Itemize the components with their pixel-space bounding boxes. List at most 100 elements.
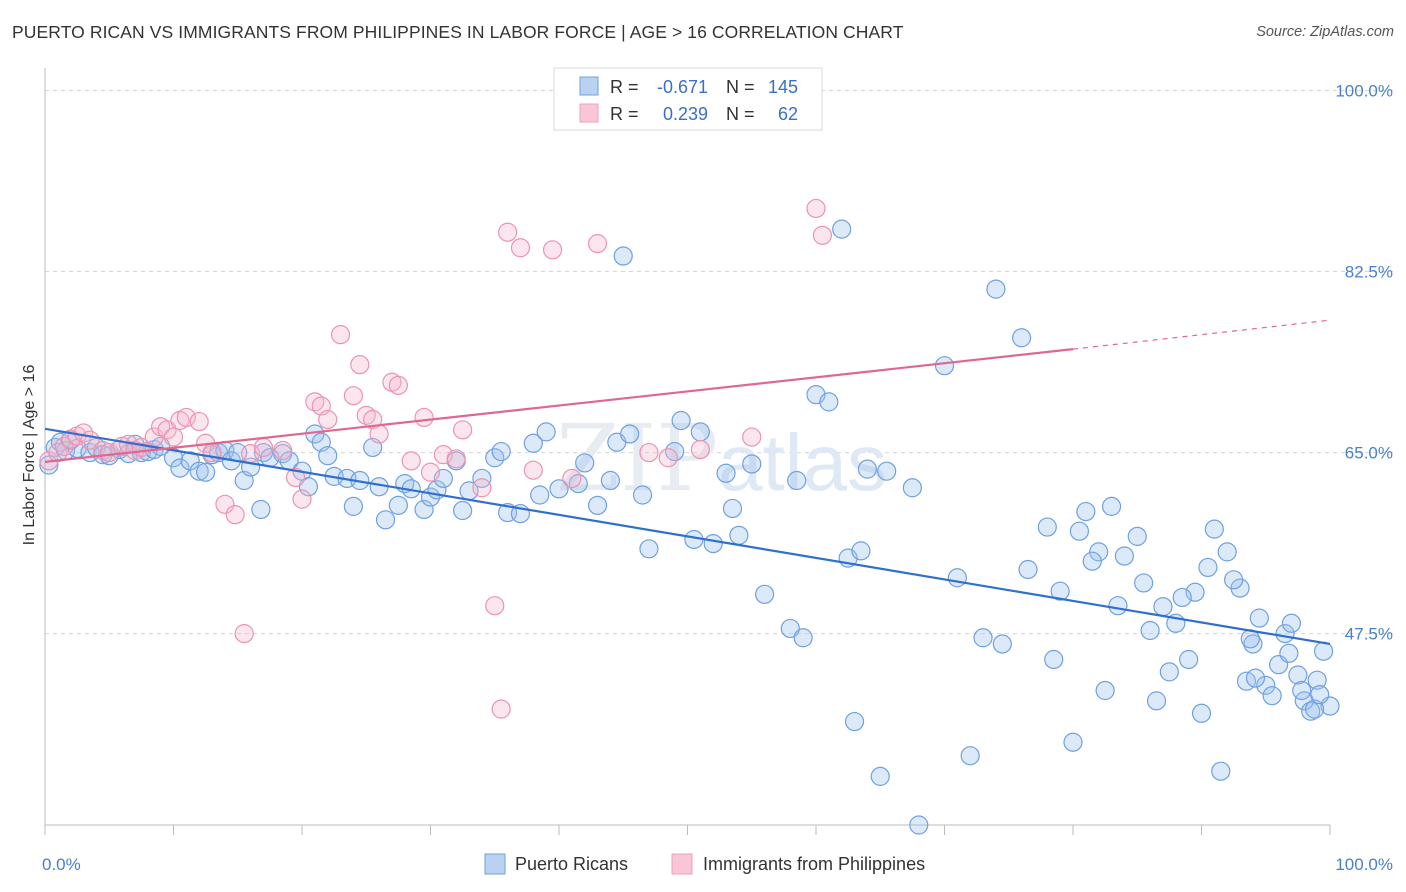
data-point — [690, 422, 710, 442]
bottom-legend-swatch-pink — [671, 853, 693, 875]
data-point — [620, 424, 640, 444]
data-point — [446, 449, 466, 469]
data-point — [1082, 551, 1102, 571]
data-point — [491, 699, 511, 719]
data-point — [639, 442, 659, 463]
legend-r-label-pink: R = — [610, 104, 639, 124]
data-point — [350, 355, 370, 375]
data-point — [1279, 643, 1299, 663]
data-point — [960, 746, 980, 766]
data-point — [196, 462, 216, 482]
data-point — [343, 386, 363, 406]
data-point — [215, 494, 235, 514]
data-point — [1185, 582, 1205, 602]
data-point — [1076, 501, 1096, 522]
data-point — [1018, 559, 1038, 580]
legend-r-value-blue: -0.671 — [657, 77, 708, 97]
data-point — [639, 539, 659, 559]
legend-n-value-blue: 145 — [768, 77, 798, 97]
data-point — [1011, 328, 1032, 348]
bottom-legend-label-blue: Puerto Ricans — [515, 854, 628, 874]
trend-line-philippines — [44, 348, 1074, 463]
data-point — [189, 461, 209, 481]
data-point — [170, 458, 190, 478]
data-point — [1262, 686, 1282, 706]
data-point — [1249, 608, 1269, 628]
data-point — [472, 478, 492, 498]
data-point — [1179, 649, 1199, 670]
legend-box: R = -0.671 N = 145 R = 0.239 N = 62 — [553, 67, 823, 131]
data-point — [1211, 761, 1231, 781]
data-point — [632, 485, 653, 505]
y-tick-label: 100.0% — [1335, 82, 1393, 101]
data-point — [491, 441, 511, 462]
data-point — [542, 240, 563, 260]
data-point — [234, 624, 254, 644]
data-point — [947, 568, 967, 588]
data-point — [420, 462, 441, 482]
data-point — [453, 500, 473, 521]
data-point — [433, 445, 453, 465]
data-point — [1153, 597, 1173, 617]
bottom-legend-swatch-blue — [484, 853, 506, 875]
legend-r-value-pink: 0.239 — [663, 104, 708, 124]
source-label: Source: ZipAtlas.com — [1256, 24, 1394, 40]
legend-n-value-pink: 62 — [778, 104, 798, 124]
data-point — [742, 454, 762, 474]
data-point — [285, 467, 306, 488]
data-point — [568, 474, 588, 494]
data-point — [54, 436, 74, 456]
data-point — [780, 618, 800, 639]
data-point — [523, 433, 543, 453]
data-point — [844, 711, 865, 732]
data-point — [787, 470, 807, 491]
chart-title: PUERTO RICAN VS IMMIGRANTS FROM PHILIPPI… — [12, 22, 904, 42]
data-point — [973, 628, 993, 648]
x-tick-label-left: 0.0% — [42, 855, 81, 874]
data-point — [1310, 685, 1330, 705]
data-point — [671, 410, 691, 431]
data-point — [1172, 587, 1192, 608]
legend-swatch-blue — [579, 76, 599, 96]
series-immigrants-philippines — [39, 198, 833, 719]
data-point — [369, 424, 389, 444]
data-point — [851, 541, 871, 561]
data-point — [1281, 613, 1302, 633]
data-point — [1050, 581, 1070, 601]
bottom-legend: Puerto Ricans Immigrants from Philippine… — [484, 853, 925, 875]
data-point — [1204, 519, 1224, 539]
data-point — [832, 219, 852, 239]
data-point — [1101, 496, 1122, 516]
data-point — [1108, 596, 1128, 616]
data-point — [401, 451, 421, 471]
data-point — [251, 499, 271, 520]
data-point — [1140, 620, 1160, 641]
data-point — [613, 246, 633, 266]
data-point — [510, 238, 531, 258]
data-point — [703, 534, 723, 554]
data-point — [1224, 570, 1244, 590]
y-tick-label: 82.5% — [1345, 263, 1393, 282]
data-point — [562, 468, 582, 489]
data-point — [1198, 557, 1218, 578]
data-point — [530, 485, 550, 505]
legend-n-label-pink: N = — [726, 104, 755, 124]
data-point — [1304, 699, 1325, 719]
data-point — [1063, 732, 1083, 752]
data-point — [189, 411, 209, 432]
x-tick-label-right: 100.0% — [1335, 855, 1393, 874]
legend-r-label-blue: R = — [610, 77, 639, 97]
data-point — [1127, 526, 1147, 546]
data-point — [157, 420, 177, 440]
data-point — [722, 498, 743, 519]
data-point — [1114, 546, 1135, 566]
data-point — [292, 489, 312, 509]
data-point — [819, 392, 839, 412]
data-point — [414, 407, 434, 428]
data-point — [1069, 521, 1090, 541]
data-point — [575, 453, 595, 473]
data-point — [1217, 542, 1237, 562]
data-point — [453, 420, 473, 440]
trend-line-philippines-extension — [1072, 319, 1331, 350]
